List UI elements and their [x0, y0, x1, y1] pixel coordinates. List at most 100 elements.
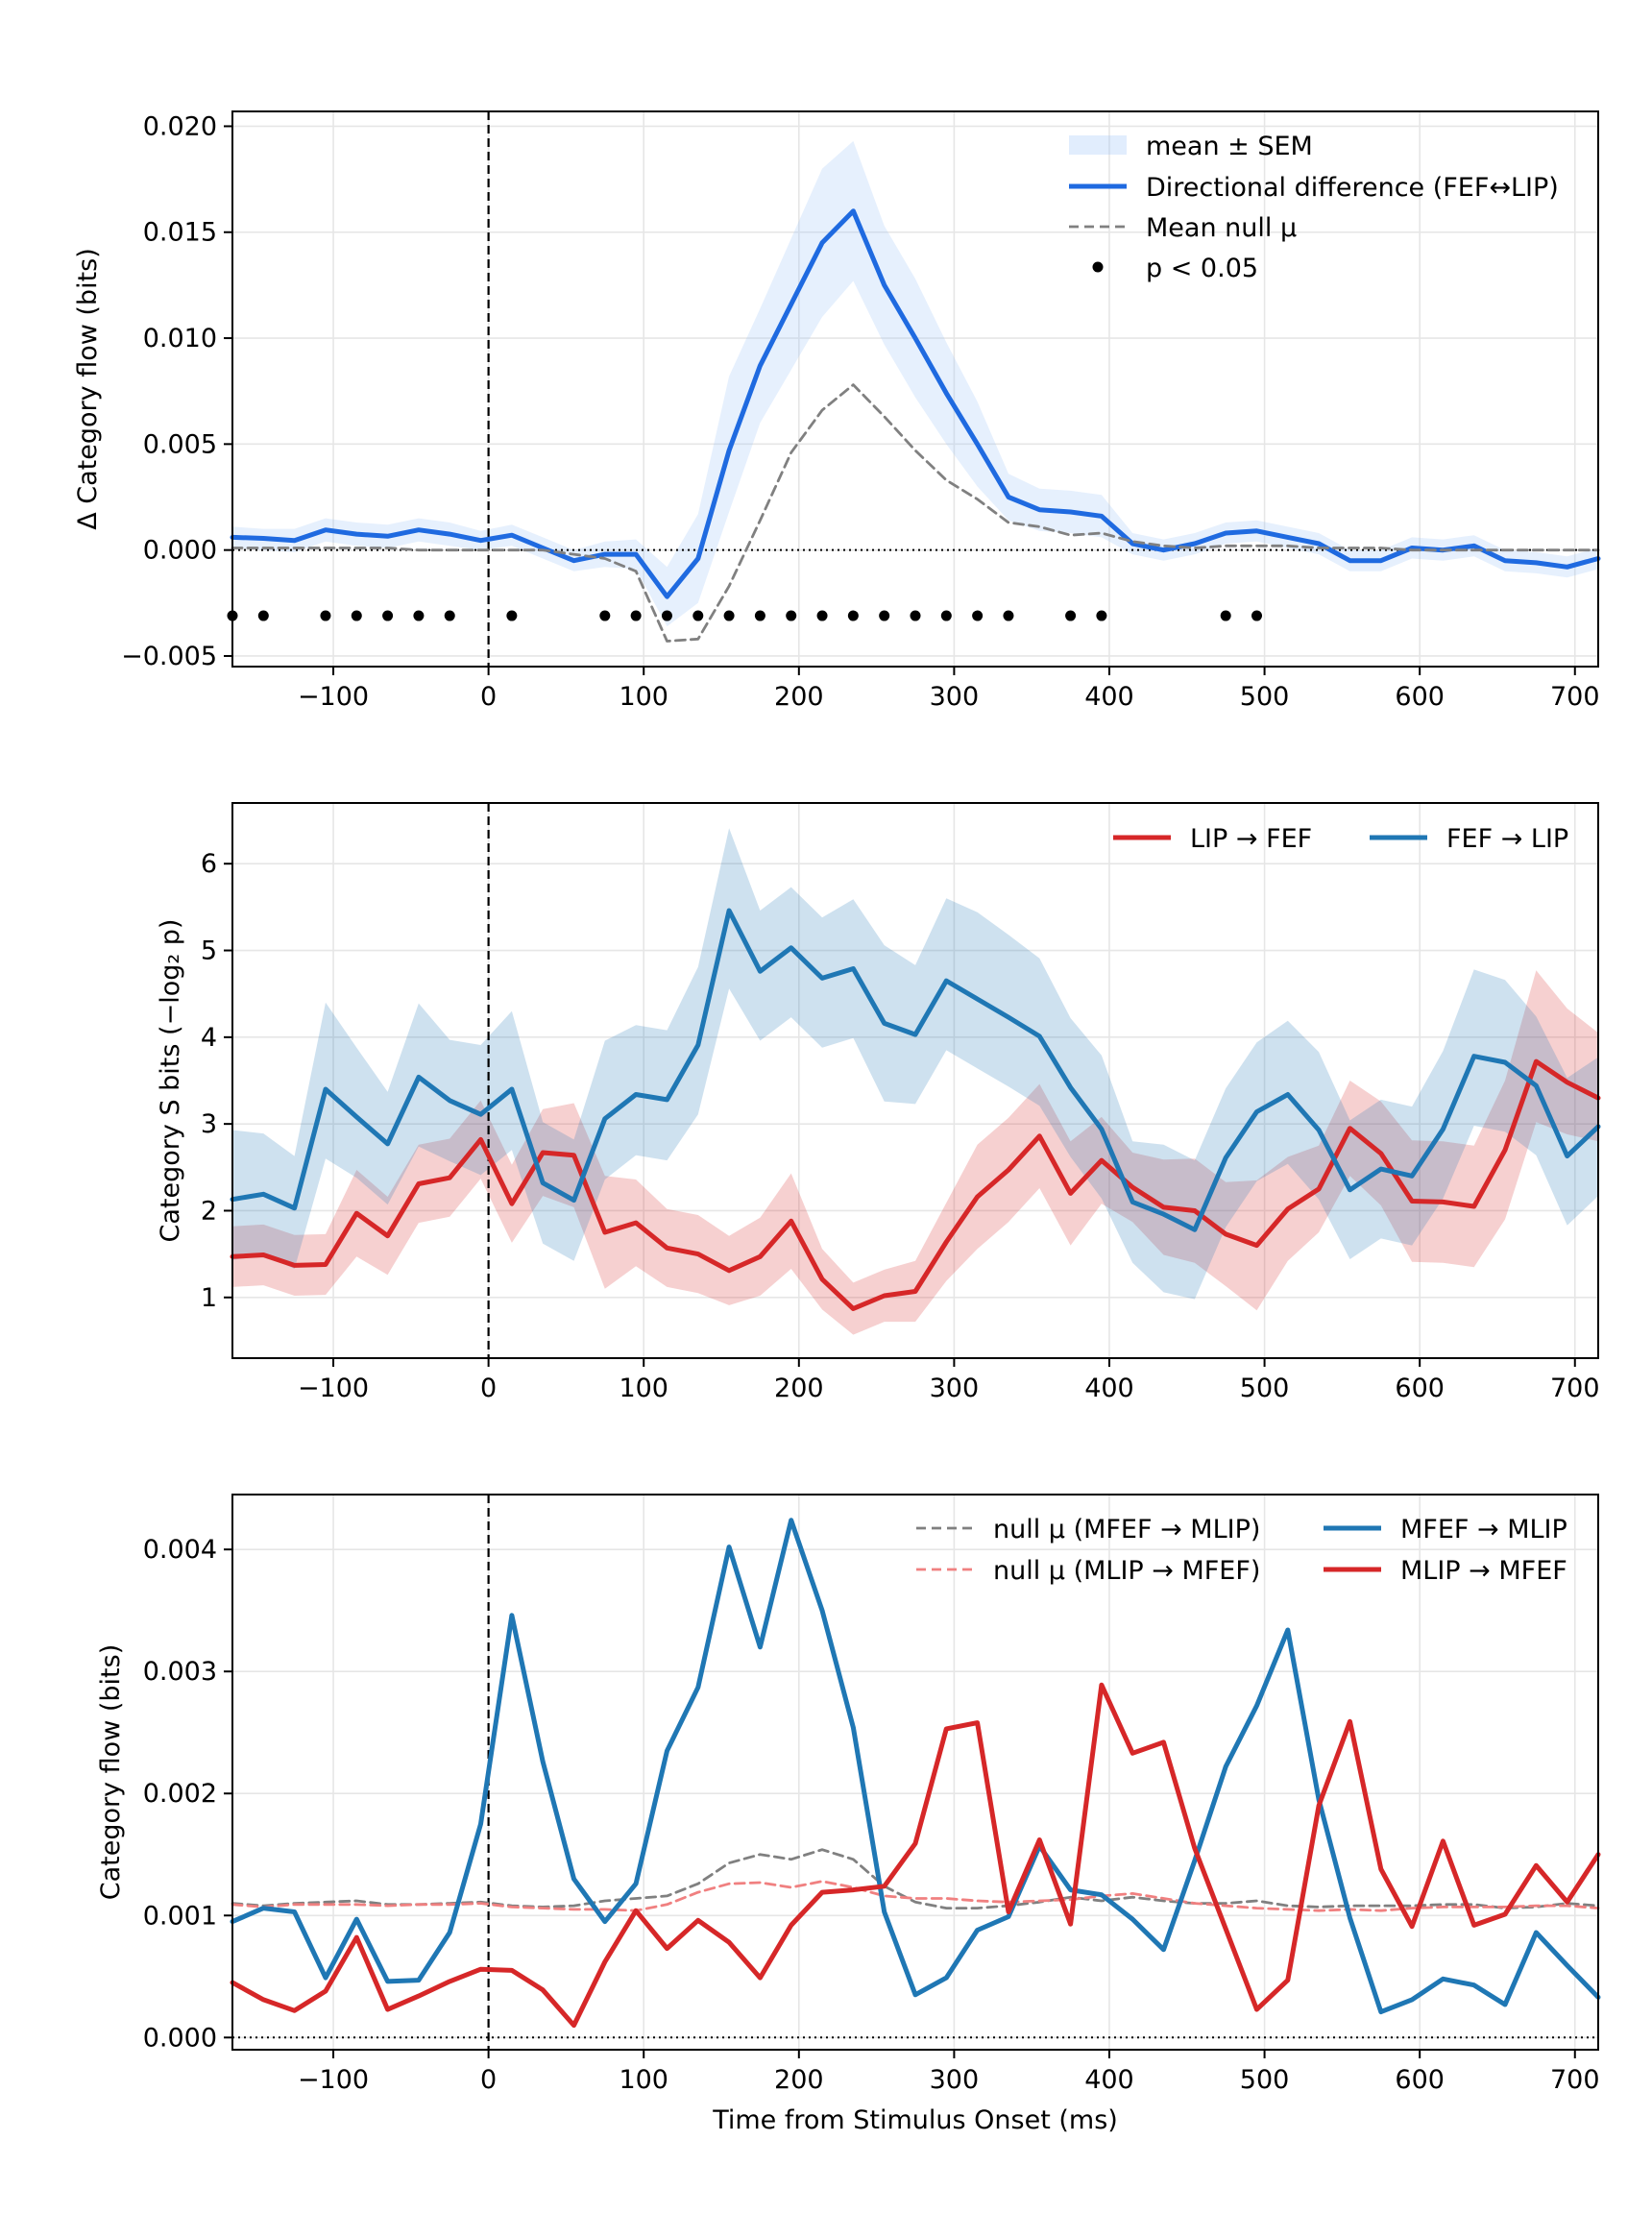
- y-tick-label-1: 0.000: [143, 536, 217, 566]
- significance-dot-1: [257, 610, 269, 621]
- significance-dot-6: [444, 610, 455, 621]
- significance-dot-19: [940, 610, 952, 621]
- significance-dot-12: [723, 610, 735, 621]
- series-line-2: [230, 1518, 1601, 2015]
- significance-dot-8: [599, 610, 611, 621]
- x-tick-label-5: 400: [1084, 682, 1134, 712]
- significance-dot-23: [1096, 610, 1107, 621]
- x-tick-label-2: 100: [619, 2065, 668, 2095]
- x-tick-label-1: 0: [480, 682, 497, 712]
- x-tick-label-1: 0: [480, 1374, 497, 1403]
- x-tick-label-4: 300: [930, 1374, 980, 1403]
- legend-label-null-mfef-mlip: null μ (MFEF → MLIP): [993, 1515, 1260, 1544]
- y-axis-label-bottom: Category flow (bits): [96, 1644, 126, 1900]
- x-ticks-top: −100 0 100 200 300 400 500 600 700: [298, 667, 1600, 712]
- significance-dot-2: [320, 610, 331, 621]
- x-tick-label-4: 300: [930, 2065, 980, 2095]
- series-line-0: [230, 208, 1601, 599]
- legend-label-directional-difference: Directional difference (FEF↔LIP): [1146, 173, 1559, 203]
- x-tick-label-2: 100: [619, 1374, 668, 1403]
- axes-frame-middle: [231, 802, 1599, 1359]
- x-tick-label-6: 500: [1240, 2065, 1290, 2095]
- significance-dot-20: [972, 610, 984, 621]
- legend-label-lip-to-fef: LIP → FEF: [1190, 824, 1312, 854]
- legend-label-fef-to-lip: FEF → LIP: [1446, 824, 1568, 854]
- panel-middle: −100 0 100 200 300 400 500 600 700 1 2 3 4 5 6 Catego…: [156, 802, 1601, 1403]
- x-tick-label-8: 700: [1550, 1374, 1600, 1403]
- significance-dot-7: [506, 610, 518, 621]
- series-line-0: [231, 1848, 1600, 1909]
- legend-label-mlip-mfef: MLIP → MFEF: [1400, 1556, 1567, 1586]
- x-tick-label-1: 0: [480, 2065, 497, 2095]
- reflines-top: [232, 111, 1598, 667]
- panel-bottom: −100 0 100 200 300 400 500 600 700 0.000 0.001 0.0…: [96, 1494, 1601, 2135]
- x-tick-label-5: 400: [1084, 2065, 1134, 2095]
- x-tick-label-8: 700: [1550, 2065, 1600, 2095]
- significance-dot-18: [910, 610, 921, 621]
- y-tick-label-4: 0.015: [143, 218, 217, 248]
- y-tick-label-2: 3: [201, 1109, 217, 1139]
- x-axis-label-bottom: Time from Stimulus Onset (ms): [712, 2105, 1118, 2135]
- series-line-1: [231, 383, 1600, 643]
- y-tick-label-4: 5: [201, 936, 217, 966]
- x-ticks-middle: −100 0 100 200 300 400 500 600 700: [298, 1358, 1600, 1403]
- y-tick-label-0: 0.000: [143, 2023, 217, 2053]
- x-tick-label-7: 600: [1395, 682, 1445, 712]
- axes-frame-bottom: [231, 1494, 1599, 2051]
- lines-middle: [230, 908, 1601, 1311]
- legend-bottom: null μ (MFEF → MLIP) null μ (MLIP → MFEF…: [916, 1515, 1567, 1586]
- lines-top: [230, 208, 1601, 643]
- significance-dot-25: [1251, 610, 1262, 621]
- x-tick-label-6: 500: [1240, 682, 1290, 712]
- y-ticks-top: −0.005 0.000 0.005 0.010 0.015 0.020: [121, 111, 232, 671]
- significance-dot-14: [786, 610, 797, 621]
- legend-swatch-significance: [1092, 261, 1104, 273]
- significance-dot-9: [630, 610, 642, 621]
- legend-swatch-sem-band: [1069, 135, 1127, 155]
- grid-top: [232, 111, 1598, 667]
- x-tick-label-3: 200: [774, 682, 824, 712]
- x-tick-label-5: 400: [1084, 1374, 1134, 1403]
- significance-dot-24: [1220, 610, 1231, 621]
- band-0: [232, 140, 1598, 627]
- x-tick-label-7: 600: [1395, 1374, 1445, 1403]
- x-tick-label-0: −100: [298, 2065, 369, 2095]
- significance-dot-11: [692, 610, 704, 621]
- grid-middle: [232, 803, 1598, 1358]
- y-axis-label-middle: Category S bits (−log₂ p): [156, 919, 185, 1243]
- y-tick-label-1: 0.001: [143, 1901, 217, 1931]
- y-tick-label-0: 1: [201, 1283, 217, 1313]
- significance-dot-22: [1065, 610, 1077, 621]
- x-tick-label-4: 300: [930, 682, 980, 712]
- significance-dot-3: [351, 610, 362, 621]
- y-axis-label-top: Δ Category flow (bits): [73, 248, 103, 530]
- legend-middle: LIP → FEF FEF → LIP: [1113, 824, 1568, 854]
- lines-bottom: [230, 1518, 1601, 2029]
- legend-top: mean ± SEM Directional difference (FEF↔L…: [1069, 132, 1559, 283]
- y-ticks-bottom: 0.000 0.001 0.002 0.003 0.004: [143, 1535, 232, 2053]
- y-tick-label-3: 0.010: [143, 324, 217, 353]
- marks-top: [227, 610, 1262, 621]
- significance-dot-4: [382, 610, 394, 621]
- y-tick-label-3: 0.003: [143, 1657, 217, 1687]
- legend-label-null-mlip-mfef: null μ (MLIP → MFEF): [993, 1556, 1260, 1586]
- y-tick-label-5: 6: [201, 849, 217, 879]
- bands-top: [232, 140, 1598, 627]
- significance-dot-21: [1003, 610, 1014, 621]
- band-1: [232, 828, 1598, 1300]
- y-tick-label-2: 0.002: [143, 1779, 217, 1809]
- legend-label-mean-null: Mean null μ: [1146, 213, 1297, 243]
- panel-top: −100 0 100 200 300 400 500 600 700 −0.005 0.000 0.…: [73, 110, 1601, 712]
- x-tick-label-0: −100: [298, 1374, 369, 1403]
- significance-dot-15: [816, 610, 828, 621]
- legend-label-mfef-mlip: MFEF → MLIP: [1400, 1515, 1567, 1544]
- legend-label-sem: mean ± SEM: [1146, 132, 1313, 161]
- x-tick-label-3: 200: [774, 2065, 824, 2095]
- series-line-1: [230, 908, 1601, 1232]
- significance-dot-13: [754, 610, 765, 621]
- y-tick-label-3: 4: [201, 1023, 217, 1053]
- y-tick-label-0: −0.005: [121, 642, 217, 671]
- x-tick-label-7: 600: [1395, 2065, 1445, 2095]
- series-line-3: [230, 1682, 1601, 2029]
